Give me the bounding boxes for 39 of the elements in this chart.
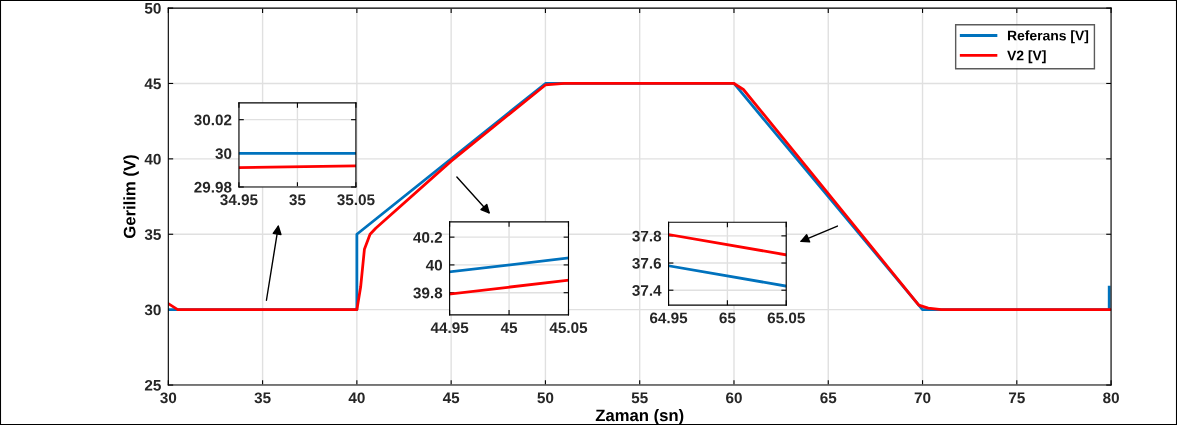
x-tick-label: 65 (719, 312, 736, 324)
y-tick-label: 40 (425, 259, 443, 271)
x-tick-label: 75 (1008, 392, 1025, 404)
x-tick-label: 80 (1103, 392, 1119, 404)
x-tick-label: 40 (348, 392, 365, 404)
x-tick-label: 35 (289, 194, 306, 206)
x-axis-title: Zaman (sn) (595, 409, 684, 425)
y-tick-label: 25 (144, 379, 161, 391)
y-axis-title: Gerilim (V) (123, 155, 139, 239)
x-tick-label: 65.05 (767, 312, 805, 324)
x-tick-label: 30 (160, 392, 177, 404)
y-tick-label: 45 (144, 78, 161, 90)
x-tick-label: 64.95 (649, 312, 688, 324)
x-tick-label: 70 (914, 392, 931, 404)
legend-label: Referans [V] (1007, 30, 1089, 44)
y-tick-label: 30 (144, 304, 161, 316)
y-tick-label: 40.2 (413, 232, 443, 243)
y-tick-label: 50 (144, 2, 161, 14)
y-tick-label: 29.98 (194, 181, 232, 193)
x-tick-label: 45 (442, 392, 460, 404)
x-tick-label: 34.95 (220, 194, 258, 206)
legend-label: V2 [V] (1007, 50, 1046, 64)
x-tick-label: 50 (537, 392, 554, 404)
x-tick-label: 60 (726, 392, 742, 404)
y-tick-label: 40 (144, 153, 161, 165)
y-tick-label: 35 (144, 229, 161, 240)
y-tick-label: 37.8 (632, 230, 662, 242)
y-tick-label: 37.4 (632, 285, 662, 296)
x-tick-label: 35.05 (337, 194, 375, 206)
x-tick-label: 45 (500, 322, 518, 334)
x-tick-label: 65 (820, 392, 837, 404)
y-tick-label: 39.8 (413, 287, 443, 299)
y-tick-label: 30.02 (194, 114, 232, 126)
x-tick-label: 35 (254, 392, 271, 404)
y-tick-label: 30 (215, 148, 232, 160)
x-tick-label: 55 (631, 392, 648, 404)
y-tick-label: 37.6 (632, 257, 662, 269)
x-tick-label: 44.95 (430, 322, 469, 334)
x-tick-label: 45.05 (549, 322, 588, 334)
